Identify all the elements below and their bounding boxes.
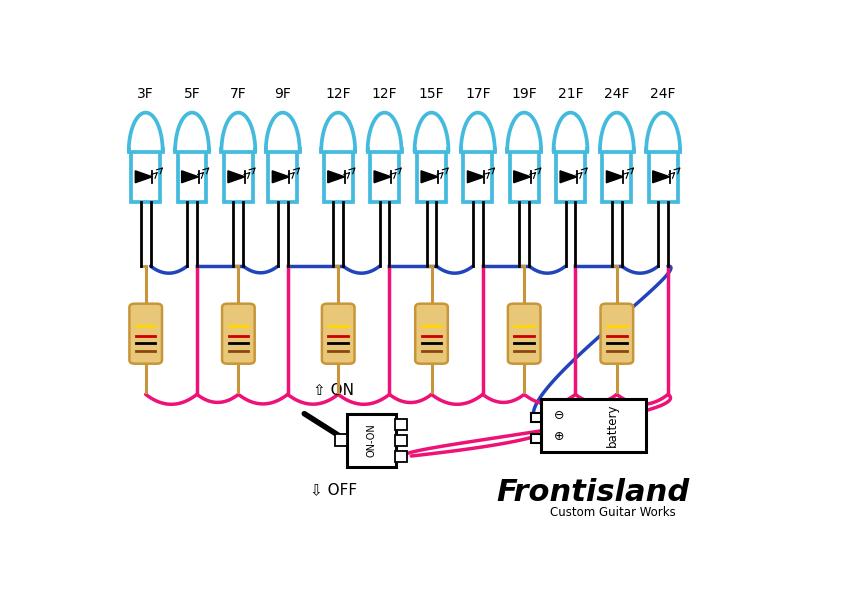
FancyBboxPatch shape — [322, 303, 354, 364]
Bar — [557, 152, 585, 202]
Bar — [335, 434, 347, 446]
FancyBboxPatch shape — [395, 435, 407, 446]
Polygon shape — [606, 171, 623, 183]
Text: 15F: 15F — [418, 87, 445, 101]
Text: ⇩ OFF: ⇩ OFF — [310, 482, 357, 497]
Polygon shape — [136, 171, 152, 183]
Bar — [131, 152, 160, 202]
Text: 12F: 12F — [371, 87, 397, 101]
Text: 24F: 24F — [604, 87, 630, 101]
Bar — [510, 152, 539, 202]
Bar — [531, 434, 541, 443]
Polygon shape — [272, 171, 290, 183]
Bar — [269, 152, 297, 202]
Text: battery: battery — [605, 403, 619, 447]
Polygon shape — [328, 171, 344, 183]
Polygon shape — [653, 171, 669, 183]
Text: 7F: 7F — [230, 87, 247, 101]
Text: 19F: 19F — [511, 87, 537, 101]
FancyBboxPatch shape — [600, 303, 633, 364]
Text: ⇧ ON: ⇧ ON — [313, 383, 354, 399]
Polygon shape — [182, 171, 199, 183]
Text: 17F: 17F — [465, 87, 491, 101]
Text: 5F: 5F — [184, 87, 200, 101]
Text: ON-ON: ON-ON — [366, 423, 376, 457]
Bar — [347, 414, 396, 466]
Polygon shape — [421, 171, 438, 183]
FancyBboxPatch shape — [130, 303, 162, 364]
Polygon shape — [228, 171, 245, 183]
Bar — [224, 152, 253, 202]
FancyBboxPatch shape — [395, 451, 407, 462]
Text: Frontisland: Frontisland — [497, 478, 690, 508]
Bar — [417, 152, 446, 202]
Text: 24F: 24F — [650, 87, 676, 101]
FancyBboxPatch shape — [415, 303, 448, 364]
Bar — [541, 399, 646, 452]
Text: 3F: 3F — [137, 87, 154, 101]
Bar — [324, 152, 353, 202]
Text: ⊕: ⊕ — [553, 430, 564, 443]
FancyBboxPatch shape — [395, 419, 407, 430]
Polygon shape — [514, 171, 530, 183]
Bar — [463, 152, 493, 202]
Text: 9F: 9F — [274, 87, 291, 101]
Polygon shape — [374, 171, 391, 183]
Bar — [649, 152, 678, 202]
Bar — [178, 152, 206, 202]
FancyBboxPatch shape — [222, 303, 254, 364]
Text: 12F: 12F — [325, 87, 351, 101]
FancyBboxPatch shape — [508, 303, 541, 364]
Polygon shape — [467, 171, 484, 183]
Text: ⊖: ⊖ — [553, 409, 564, 422]
Text: Custom Guitar Works: Custom Guitar Works — [550, 506, 676, 519]
Polygon shape — [560, 171, 577, 183]
Bar — [370, 152, 399, 202]
Bar — [603, 152, 632, 202]
Text: 21F: 21F — [557, 87, 584, 101]
Bar — [531, 413, 541, 422]
